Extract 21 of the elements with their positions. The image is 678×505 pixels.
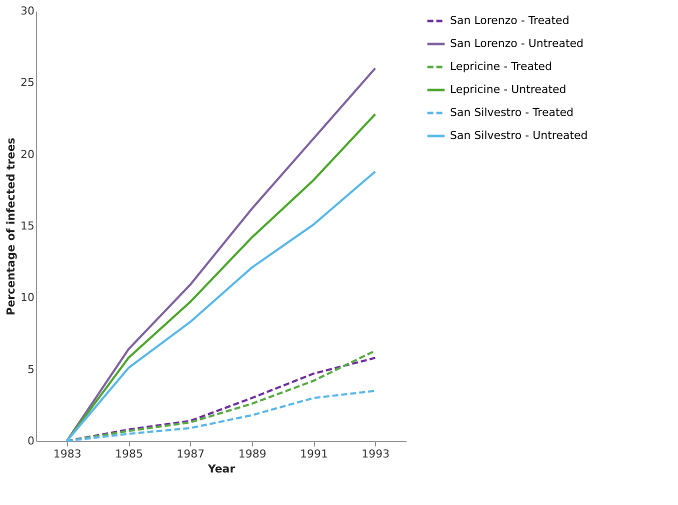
x-tick-label: 1983 — [53, 448, 82, 460]
x-axis-title: Year — [206, 462, 236, 476]
legend-label: San Silvestro - Treated — [450, 106, 574, 119]
legend-label: San Lorenzo - Treated — [450, 14, 570, 27]
legend-label: San Silvestro - Untreated — [450, 129, 588, 142]
y-tick-label: 10 — [20, 291, 34, 304]
y-tick-label: 25 — [20, 76, 34, 90]
x-tick-label: 1985 — [115, 448, 143, 460]
legend-label: Lepricine - Untreated — [450, 83, 566, 96]
y-tick-label: 15 — [20, 220, 34, 232]
y-tick-label: 5 — [28, 362, 34, 376]
x-tick-label: 1989 — [238, 448, 266, 460]
y-tick-label: 20 — [20, 148, 34, 161]
y-tick-label: 30 — [20, 4, 34, 18]
x-tick-label: 1987 — [176, 448, 205, 460]
legend-label: Lepricine - Treated — [450, 60, 552, 73]
x-tick-label: 1991 — [300, 448, 328, 460]
y-axis-title: Percentage of infected trees — [4, 137, 18, 316]
y-tick-label: 0 — [28, 434, 34, 448]
legend-label: San Lorenzo - Untreated — [450, 37, 584, 50]
x-tick-label: 1993 — [362, 448, 390, 460]
